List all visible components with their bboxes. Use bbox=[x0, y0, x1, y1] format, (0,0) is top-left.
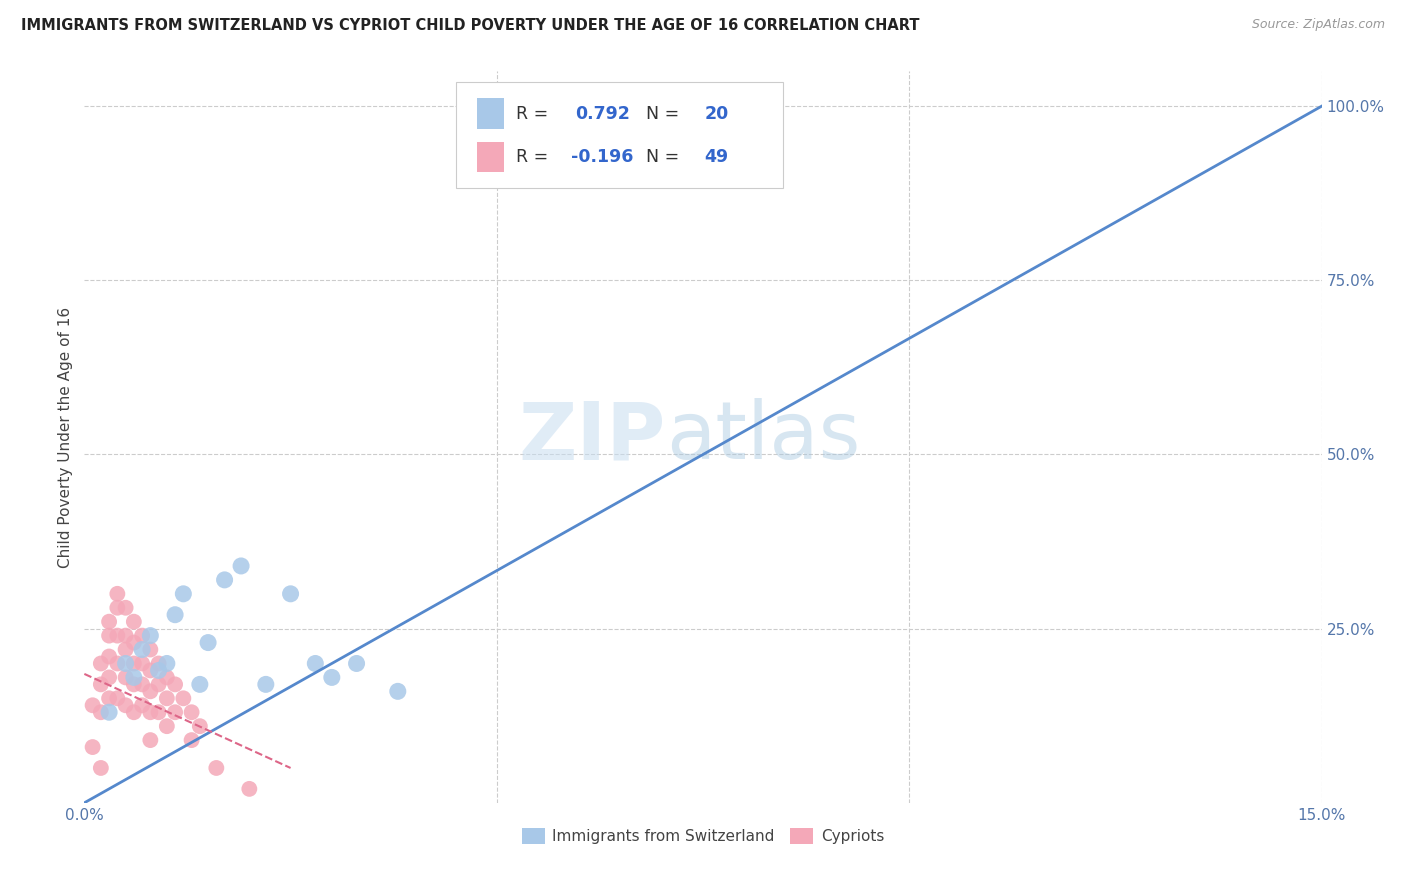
Point bbox=[114, 657, 136, 671]
Point bbox=[90, 705, 112, 719]
Point bbox=[131, 629, 153, 643]
Y-axis label: Child Poverty Under the Age of 16: Child Poverty Under the Age of 16 bbox=[58, 307, 73, 567]
Text: 20: 20 bbox=[704, 104, 728, 122]
Point bbox=[90, 761, 112, 775]
Point bbox=[122, 677, 145, 691]
Text: R =: R = bbox=[516, 148, 554, 166]
Point bbox=[304, 657, 326, 671]
Point bbox=[139, 664, 162, 678]
Text: IMMIGRANTS FROM SWITZERLAND VS CYPRIOT CHILD POVERTY UNDER THE AGE OF 16 CORRELA: IMMIGRANTS FROM SWITZERLAND VS CYPRIOT C… bbox=[21, 18, 920, 33]
Point bbox=[105, 600, 128, 615]
Point bbox=[321, 670, 343, 684]
Point bbox=[82, 698, 104, 713]
Point bbox=[148, 677, 170, 691]
Point bbox=[131, 677, 153, 691]
Point bbox=[98, 649, 121, 664]
Text: Source: ZipAtlas.com: Source: ZipAtlas.com bbox=[1251, 18, 1385, 31]
Point bbox=[214, 573, 236, 587]
Point bbox=[98, 705, 121, 719]
Point bbox=[156, 719, 179, 733]
Text: -0.196: -0.196 bbox=[571, 148, 633, 166]
Point bbox=[205, 761, 228, 775]
Point bbox=[254, 677, 277, 691]
Point bbox=[98, 629, 121, 643]
Point bbox=[172, 691, 194, 706]
Point bbox=[165, 705, 187, 719]
Point bbox=[156, 657, 179, 671]
Point bbox=[90, 657, 112, 671]
Point bbox=[131, 698, 153, 713]
Text: 0.792: 0.792 bbox=[575, 104, 630, 122]
Point bbox=[122, 615, 145, 629]
Text: atlas: atlas bbox=[666, 398, 860, 476]
Point bbox=[280, 587, 302, 601]
Point bbox=[114, 670, 136, 684]
Point bbox=[197, 635, 219, 649]
Point bbox=[188, 677, 211, 691]
Point bbox=[165, 677, 187, 691]
Text: R =: R = bbox=[516, 104, 554, 122]
Point bbox=[148, 664, 170, 678]
Point bbox=[172, 587, 194, 601]
Bar bbox=[477, 98, 503, 129]
Point bbox=[139, 684, 162, 698]
Point bbox=[122, 657, 145, 671]
Point bbox=[139, 642, 162, 657]
Point bbox=[105, 629, 128, 643]
Point bbox=[114, 698, 136, 713]
Text: N =: N = bbox=[647, 104, 685, 122]
Point bbox=[387, 684, 409, 698]
Point bbox=[114, 629, 136, 643]
Text: 49: 49 bbox=[704, 148, 728, 166]
Point bbox=[238, 781, 260, 796]
Text: ZIP: ZIP bbox=[519, 398, 666, 476]
Point bbox=[105, 691, 128, 706]
Point bbox=[98, 691, 121, 706]
Point bbox=[90, 677, 112, 691]
Point bbox=[139, 733, 162, 747]
Point bbox=[139, 705, 162, 719]
Bar bbox=[477, 142, 503, 172]
Point bbox=[122, 705, 145, 719]
Text: N =: N = bbox=[647, 148, 685, 166]
Point bbox=[165, 607, 187, 622]
Point bbox=[122, 670, 145, 684]
Point bbox=[105, 587, 128, 601]
Point bbox=[188, 719, 211, 733]
Point bbox=[148, 657, 170, 671]
Point bbox=[122, 635, 145, 649]
Point bbox=[139, 629, 162, 643]
Point bbox=[651, 120, 673, 134]
Point bbox=[105, 657, 128, 671]
Point bbox=[156, 691, 179, 706]
FancyBboxPatch shape bbox=[456, 82, 783, 188]
Point bbox=[346, 657, 368, 671]
Point bbox=[82, 740, 104, 755]
Legend: Immigrants from Switzerland, Cypriots: Immigrants from Switzerland, Cypriots bbox=[516, 822, 890, 850]
Point bbox=[131, 642, 153, 657]
Point bbox=[114, 642, 136, 657]
Point bbox=[156, 670, 179, 684]
Point bbox=[180, 705, 202, 719]
Point bbox=[98, 670, 121, 684]
Point bbox=[131, 657, 153, 671]
Point bbox=[98, 615, 121, 629]
Point bbox=[114, 600, 136, 615]
Point bbox=[180, 733, 202, 747]
Point bbox=[229, 558, 252, 573]
Point bbox=[148, 705, 170, 719]
